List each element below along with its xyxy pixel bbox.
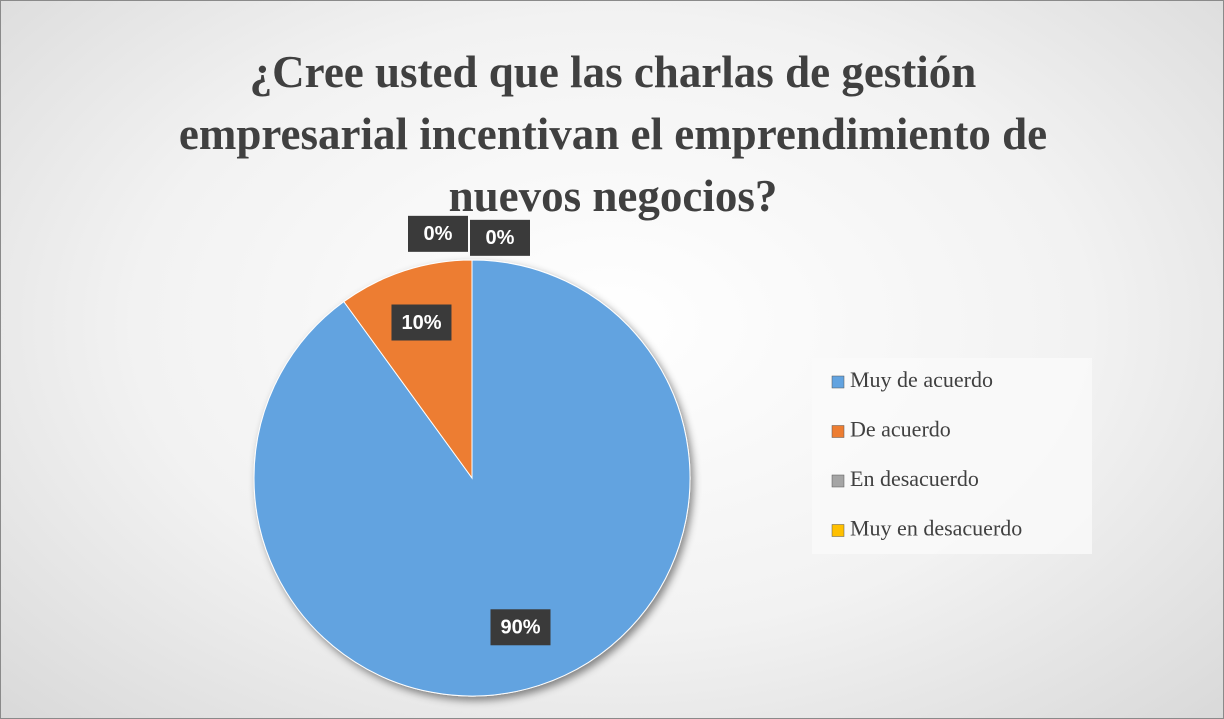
legend-swatch (831, 524, 845, 537)
legend-label: De acuerdo (850, 417, 951, 442)
data-label-box (391, 304, 452, 341)
legend-label: En desacuerdo (850, 466, 979, 491)
data-label: 0% (486, 227, 515, 249)
legend-swatch (831, 425, 845, 438)
legend-box (812, 358, 1092, 554)
data-label: 0% (424, 223, 453, 245)
data-label: 10% (401, 312, 441, 334)
data-label: 90% (500, 617, 540, 639)
data-label-box (408, 215, 468, 252)
data-label-box (470, 219, 530, 256)
data-label-box (490, 609, 551, 646)
legend-swatch (831, 474, 845, 488)
legend-label: Muy en desacuerdo (850, 516, 1022, 541)
chart-title: ¿Cree usted que las charlas de gestión e… (178, 47, 1048, 221)
legend-label: Muy de acuerdo (850, 367, 993, 392)
legend-swatch (831, 375, 845, 389)
pie (253, 259, 691, 697)
